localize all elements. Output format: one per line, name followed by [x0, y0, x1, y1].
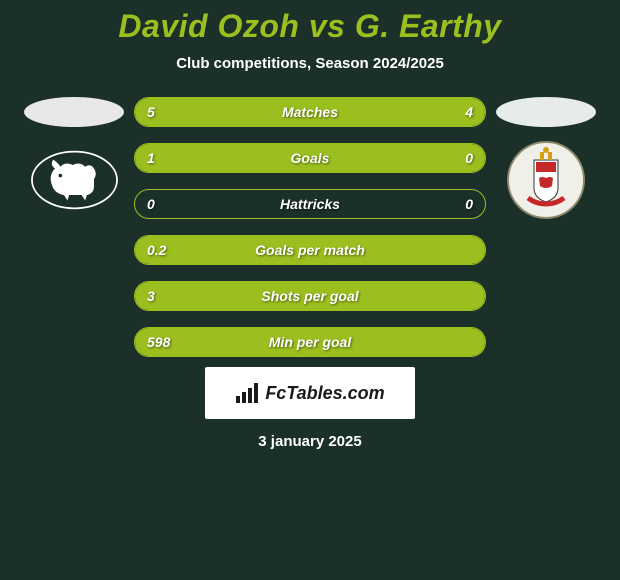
comparison-date: 3 january 2025 [258, 433, 361, 450]
stat-value-left: 5 [147, 104, 155, 120]
stat-label: Goals [291, 150, 330, 166]
stat-row: 0 Hattricks 0 [134, 189, 486, 219]
comparison-subtitle: Club competitions, Season 2024/2025 [176, 55, 444, 72]
derby-ram-icon [27, 149, 122, 211]
bar-fill-left [135, 144, 394, 172]
player1-club-badge [24, 145, 124, 215]
stat-value-right: 0 [465, 196, 473, 212]
stat-value-right: 0 [465, 150, 473, 166]
stat-value-right: 4 [465, 104, 473, 120]
stat-value-left: 598 [147, 334, 170, 350]
stat-label: Shots per goal [261, 288, 358, 304]
player2-photo-placeholder [496, 97, 596, 127]
content-row: 5 Matches 4 1 Goals 0 0 Hattricks 0 0.2 Goals per … [0, 97, 620, 357]
stat-row: 0.2 Goals per match [134, 235, 486, 265]
bar-fill-right [329, 98, 485, 126]
stat-label: Hattricks [280, 196, 340, 212]
fctables-logo-icon [235, 382, 261, 404]
stat-row: 5 Matches 4 [134, 97, 486, 127]
stat-label: Goals per match [255, 242, 365, 258]
stats-bars: 5 Matches 4 1 Goals 0 0 Hattricks 0 0.2 Goals per … [134, 97, 486, 357]
stat-label: Min per goal [269, 334, 351, 350]
player1-column [24, 97, 124, 215]
stat-value-left: 0 [147, 196, 155, 212]
stat-value-left: 3 [147, 288, 155, 304]
player1-photo-placeholder [24, 97, 124, 127]
stat-row: 598 Min per goal [134, 327, 486, 357]
stat-value-left: 1 [147, 150, 155, 166]
stat-value-left: 0.2 [147, 242, 166, 258]
watermark-text: FcTables.com [265, 383, 384, 404]
player2-club-badge [496, 145, 596, 215]
player2-column [496, 97, 596, 215]
watermark: FcTables.com [205, 367, 415, 419]
stat-row: 1 Goals 0 [134, 143, 486, 173]
stat-row: 3 Shots per goal [134, 281, 486, 311]
bristol-city-crest-icon [506, 140, 586, 220]
stat-label: Matches [282, 104, 338, 120]
comparison-container: David Ozoh vs G. Earthy Club competition… [0, 0, 620, 450]
comparison-title: David Ozoh vs G. Earthy [118, 8, 501, 45]
